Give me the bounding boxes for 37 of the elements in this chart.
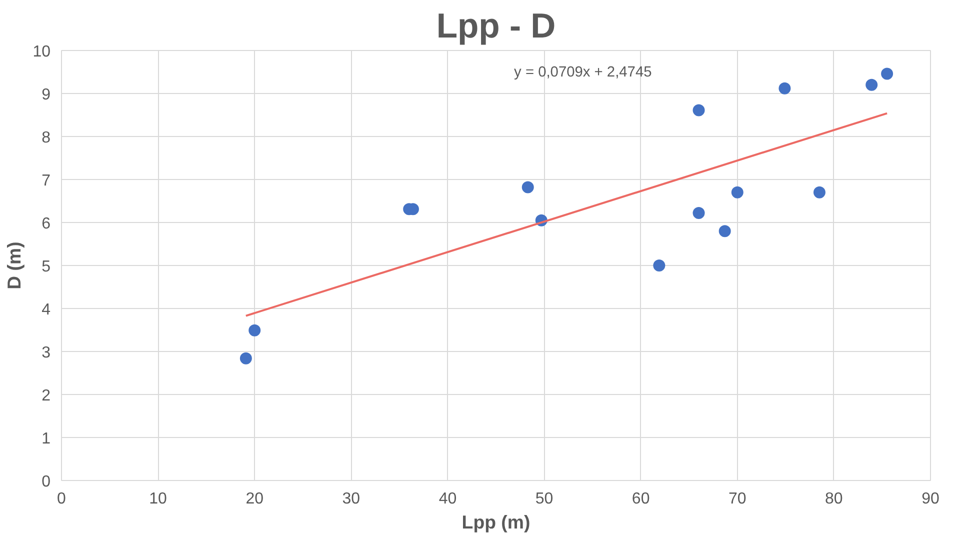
x-axis-title: Lpp (m) (462, 512, 530, 532)
x-tick-label: 10 (149, 490, 168, 508)
point (778, 82, 791, 94)
x-tick-label: 80 (825, 490, 843, 508)
chart-title: Lpp - D (436, 8, 556, 46)
point (240, 352, 252, 364)
point (248, 324, 261, 336)
x-tick-label: 20 (246, 490, 264, 508)
x-tick-label: 60 (632, 490, 650, 508)
y-tick-label: 8 (42, 130, 51, 146)
point (881, 68, 894, 80)
point (718, 225, 731, 238)
x-tick-label: 70 (728, 490, 746, 508)
x-tick-label: 40 (438, 490, 457, 508)
y-tick-label: 0 (42, 474, 51, 490)
point (866, 78, 878, 91)
y-tick-label: 9 (42, 86, 51, 104)
x-tick-label: 50 (535, 490, 554, 508)
point (692, 104, 705, 116)
x-tick-label: 30 (342, 490, 360, 508)
y-tick-label: 5 (42, 258, 51, 276)
point (731, 186, 744, 198)
y-tick-label: 7 (42, 172, 51, 190)
point (522, 181, 534, 194)
y-tick-label: 6 (42, 216, 51, 232)
x-tick-label: 0 (57, 490, 66, 508)
y-tick-label: 1 (42, 430, 51, 448)
point (653, 260, 666, 272)
y-tick-label: 4 (42, 302, 51, 318)
annotation: y = 0,0709x + 2,4745 (514, 64, 652, 81)
y-tick-label: 3 (42, 344, 51, 362)
y-tick-label: 2 (42, 388, 51, 404)
point (692, 207, 705, 220)
y-axis-title: D (m) (4, 242, 25, 290)
point (813, 186, 826, 198)
y-tick-label: 10 (32, 44, 51, 60)
x-tick-label: 90 (922, 490, 940, 508)
